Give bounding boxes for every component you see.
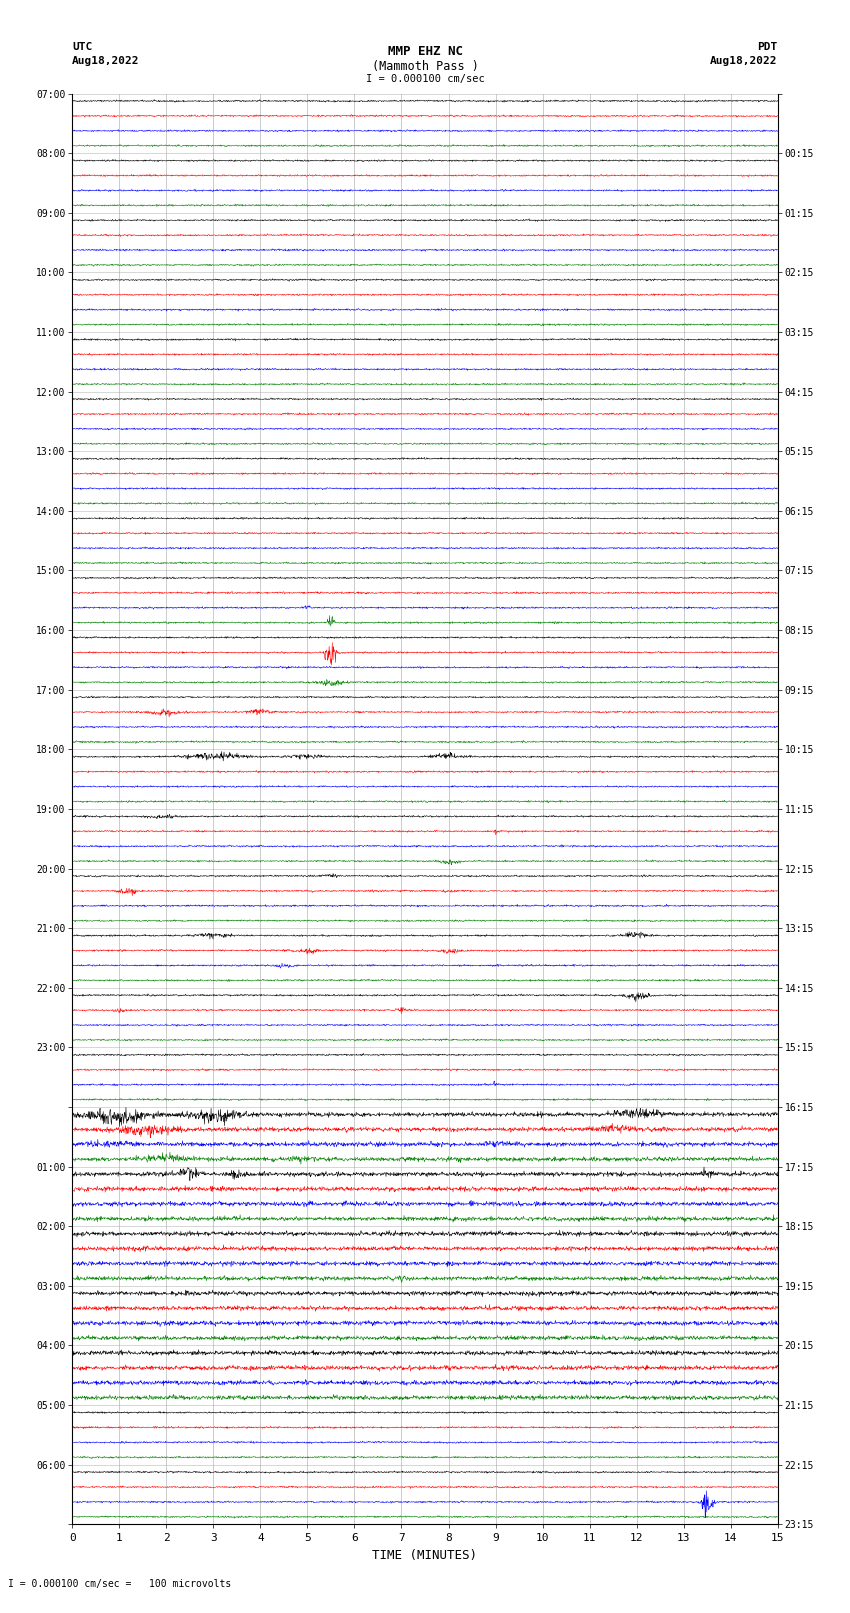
Text: PDT: PDT <box>757 42 778 52</box>
Text: (Mammoth Pass ): (Mammoth Pass ) <box>371 60 479 73</box>
Text: MMP EHZ NC: MMP EHZ NC <box>388 45 462 58</box>
Text: Aug18,2022: Aug18,2022 <box>72 56 139 66</box>
Text: I = 0.000100 cm/sec =   100 microvolts: I = 0.000100 cm/sec = 100 microvolts <box>8 1579 232 1589</box>
Text: Aug18,2022: Aug18,2022 <box>711 56 778 66</box>
Text: UTC: UTC <box>72 42 93 52</box>
X-axis label: TIME (MINUTES): TIME (MINUTES) <box>372 1548 478 1561</box>
Text: I = 0.000100 cm/sec: I = 0.000100 cm/sec <box>366 74 484 84</box>
